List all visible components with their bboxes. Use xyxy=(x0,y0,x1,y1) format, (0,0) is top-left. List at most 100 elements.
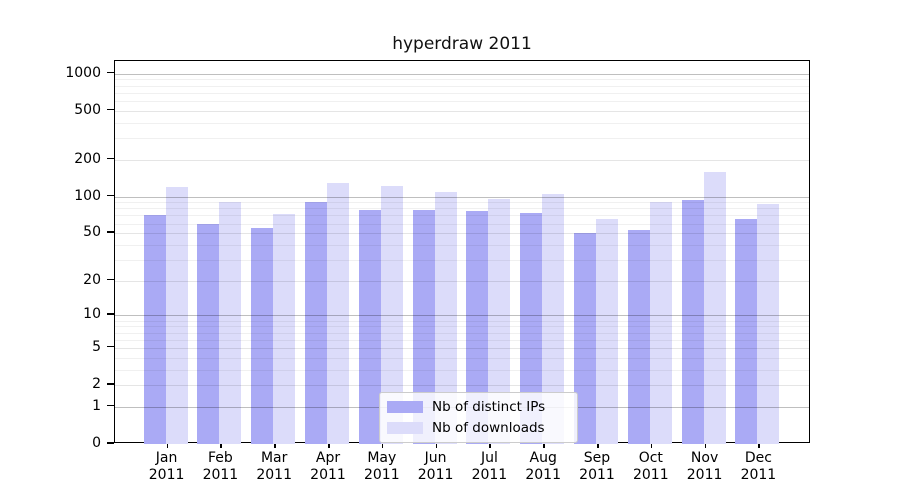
bar-nb-of-distinct-ips-jun xyxy=(412,209,435,444)
bar-nb-of-downloads-jan xyxy=(165,186,188,444)
legend-swatch-downloads-icon xyxy=(387,422,423,434)
x-label-may: May 2011 xyxy=(363,450,400,483)
minor-gridline-70 xyxy=(115,215,809,217)
minor-gridline-900 xyxy=(115,79,809,81)
bar-nb-of-downloads-oct xyxy=(649,201,672,444)
bar-nb-of-distinct-ips-apr xyxy=(305,201,327,444)
minor-gridline-90 xyxy=(115,202,809,204)
bar-nb-of-distinct-ips-aug xyxy=(520,213,543,444)
y-tick-50 xyxy=(107,231,114,233)
gridline-500 xyxy=(115,110,809,112)
y-label-5: 5 xyxy=(92,338,101,355)
bar-nb-of-downloads-jun xyxy=(434,192,457,444)
gridline-2 xyxy=(115,385,809,387)
y-label-50: 50 xyxy=(83,224,101,241)
y-tick-10 xyxy=(107,313,114,315)
minor-gridline-6 xyxy=(115,339,809,341)
gridline-100 xyxy=(115,196,809,198)
legend-swatch-distinct-ips-icon xyxy=(387,401,423,413)
x-label-jun: Jun 2011 xyxy=(417,450,454,483)
bar-nb-of-distinct-ips-oct xyxy=(627,230,650,444)
y-label-20: 20 xyxy=(83,271,101,288)
bar-nb-of-distinct-ips-feb xyxy=(197,223,220,444)
y-tick-1 xyxy=(107,404,114,407)
plot-area: Nb of distinct IPs Nb of downloads xyxy=(114,60,810,444)
y-label-1: 1 xyxy=(92,397,101,414)
x-label-oct: Oct 2011 xyxy=(632,450,669,483)
minor-gridline-3 xyxy=(115,369,809,371)
x-label-feb: Feb 2011 xyxy=(202,450,239,483)
x-tick-aug xyxy=(543,443,545,448)
x-tick-jun xyxy=(435,443,438,448)
bar-nb-of-downloads-nov xyxy=(703,171,726,444)
bar-nb-of-distinct-ips-jan xyxy=(143,215,166,444)
bar-nb-of-distinct-ips-jul xyxy=(466,211,489,444)
x-label-dec: Dec 2011 xyxy=(740,450,777,483)
minor-gridline-60 xyxy=(115,223,809,225)
x-tick-nov xyxy=(704,443,707,448)
x-label-nov: Nov 2011 xyxy=(686,450,723,483)
legend: Nb of distinct IPs Nb of downloads xyxy=(379,392,578,443)
minor-gridline-30 xyxy=(115,259,809,261)
y-tick-1000 xyxy=(107,71,114,74)
y-label-2: 2 xyxy=(92,376,101,393)
bar-nb-of-distinct-ips-sep xyxy=(574,233,596,444)
legend-item-distinct-ips: Nb of distinct IPs xyxy=(387,399,568,415)
bar-nb-of-downloads-aug xyxy=(542,193,565,444)
y-label-200: 200 xyxy=(74,150,101,167)
y-tick-2 xyxy=(107,383,114,385)
y-label-500: 500 xyxy=(74,101,101,118)
gridline-20 xyxy=(115,280,809,282)
bar-nb-of-downloads-may xyxy=(380,186,403,444)
y-label-1000: 1000 xyxy=(65,64,101,81)
y-label-0: 0 xyxy=(92,435,101,451)
minor-gridline-800 xyxy=(115,85,809,87)
legend-item-downloads: Nb of downloads xyxy=(387,420,568,436)
gridline-5 xyxy=(115,347,809,349)
bar-nb-of-downloads-mar xyxy=(273,213,296,444)
minor-gridline-300 xyxy=(115,138,809,140)
bar-nb-of-downloads-feb xyxy=(219,201,242,444)
x-label-jan: Jan 2011 xyxy=(148,450,185,483)
minor-gridline-4 xyxy=(115,357,809,359)
minor-gridline-7 xyxy=(115,332,809,334)
legend-label-distinct-ips: Nb of distinct IPs xyxy=(432,399,546,415)
x-tick-mar xyxy=(274,443,276,448)
gridline-10 xyxy=(115,315,809,317)
bar-nb-of-downloads-jul xyxy=(488,198,511,444)
minor-gridline-80 xyxy=(115,208,809,210)
legend-label-downloads: Nb of downloads xyxy=(432,420,545,436)
bar-nb-of-downloads-sep xyxy=(596,219,618,444)
x-label-sep: Sep 2011 xyxy=(579,450,615,483)
minor-gridline-8 xyxy=(115,326,809,328)
minor-gridline-400 xyxy=(115,122,809,124)
gridline-200 xyxy=(115,159,809,161)
gridline-50 xyxy=(115,233,809,235)
x-tick-jan xyxy=(166,443,169,448)
minor-gridline-40 xyxy=(115,244,809,246)
x-tick-may xyxy=(381,443,384,448)
x-label-aug: Aug 2011 xyxy=(525,450,561,483)
x-tick-dec xyxy=(758,443,760,448)
chart-title: hyperdraw 2011 xyxy=(392,34,532,54)
minor-gridline-700 xyxy=(115,92,809,94)
x-tick-oct xyxy=(650,443,653,448)
y-tick-20 xyxy=(107,278,114,281)
bar-nb-of-distinct-ips-mar xyxy=(251,228,274,444)
minor-gridline-600 xyxy=(115,100,809,102)
y-tick-5 xyxy=(107,345,114,348)
y-label-100: 100 xyxy=(74,187,101,204)
x-tick-apr xyxy=(328,443,330,448)
bar-nb-of-downloads-apr xyxy=(327,183,349,444)
bar-nb-of-distinct-ips-dec xyxy=(735,219,758,444)
x-tick-feb xyxy=(220,443,222,448)
bar-nb-of-distinct-ips-may xyxy=(358,210,381,444)
bar-nb-of-distinct-ips-nov xyxy=(681,199,704,444)
y-tick-200 xyxy=(107,157,114,160)
x-label-mar: Mar 2011 xyxy=(256,450,292,483)
y-tick-0 xyxy=(107,442,114,444)
minor-gridline-9 xyxy=(115,320,809,322)
y-tick-100 xyxy=(107,194,114,197)
y-label-10: 10 xyxy=(83,306,101,323)
